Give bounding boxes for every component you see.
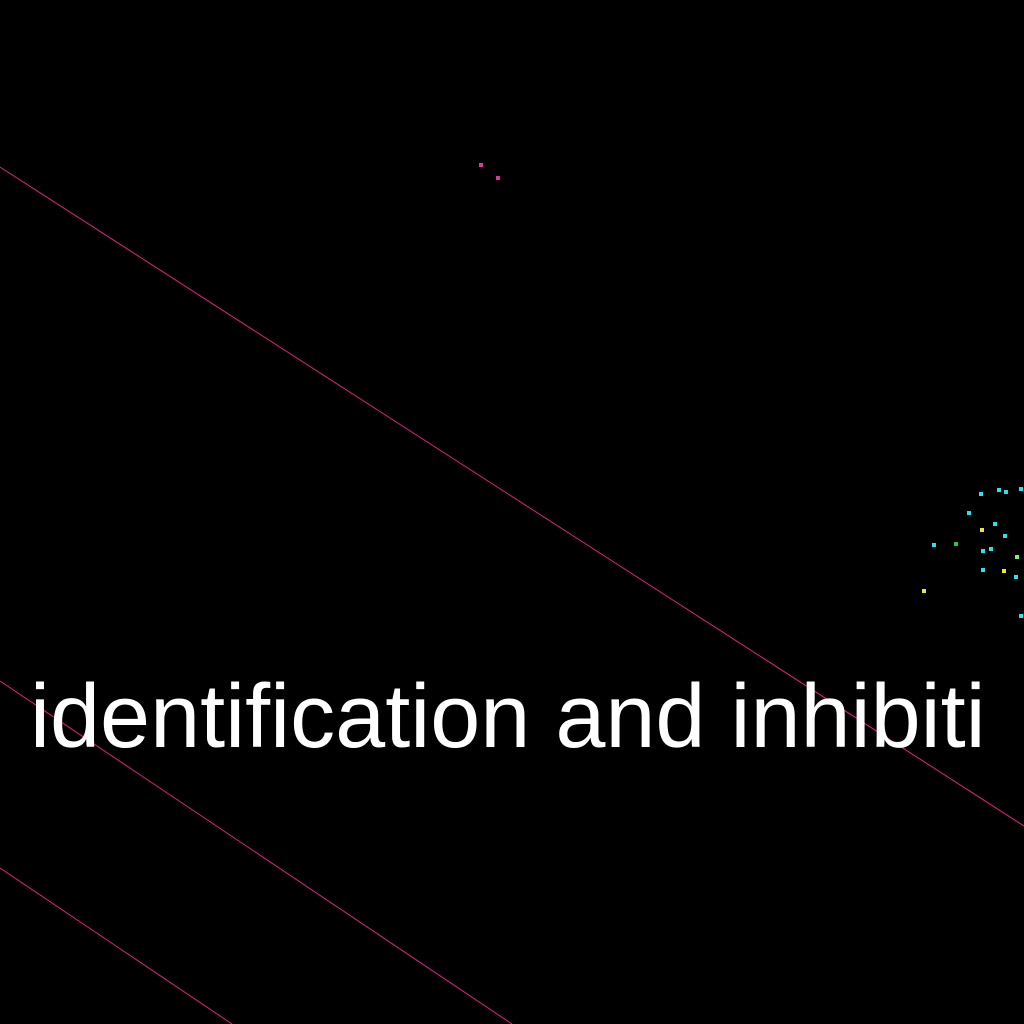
scatter-dot: [979, 492, 983, 496]
diagonal-line: [0, 680, 513, 1024]
scatter-dot: [1002, 569, 1006, 573]
scatter-dot: [1003, 534, 1007, 538]
scatter-dot: [1019, 614, 1023, 618]
scatter-dot: [1014, 575, 1018, 579]
diagonal-line: [0, 867, 233, 1024]
scatter-dot: [496, 176, 500, 180]
caption-text: identification and inhibiti: [30, 667, 986, 767]
scatter-dot: [479, 163, 483, 167]
scatter-dot: [981, 568, 985, 572]
scatter-dot: [954, 542, 958, 546]
scatter-dot: [1015, 555, 1019, 559]
scatter-dot: [989, 547, 993, 551]
scatter-dot: [1019, 487, 1023, 491]
scatter-dot: [981, 549, 985, 553]
scatter-dot: [1004, 490, 1008, 494]
scatter-dot: [980, 528, 984, 532]
diagonal-line: [0, 166, 1024, 827]
scatter-dot: [993, 522, 997, 526]
scatter-dot: [932, 543, 936, 547]
scatter-dot: [967, 511, 971, 515]
scatter-dot: [997, 488, 1001, 492]
scatter-dot: [922, 589, 926, 593]
